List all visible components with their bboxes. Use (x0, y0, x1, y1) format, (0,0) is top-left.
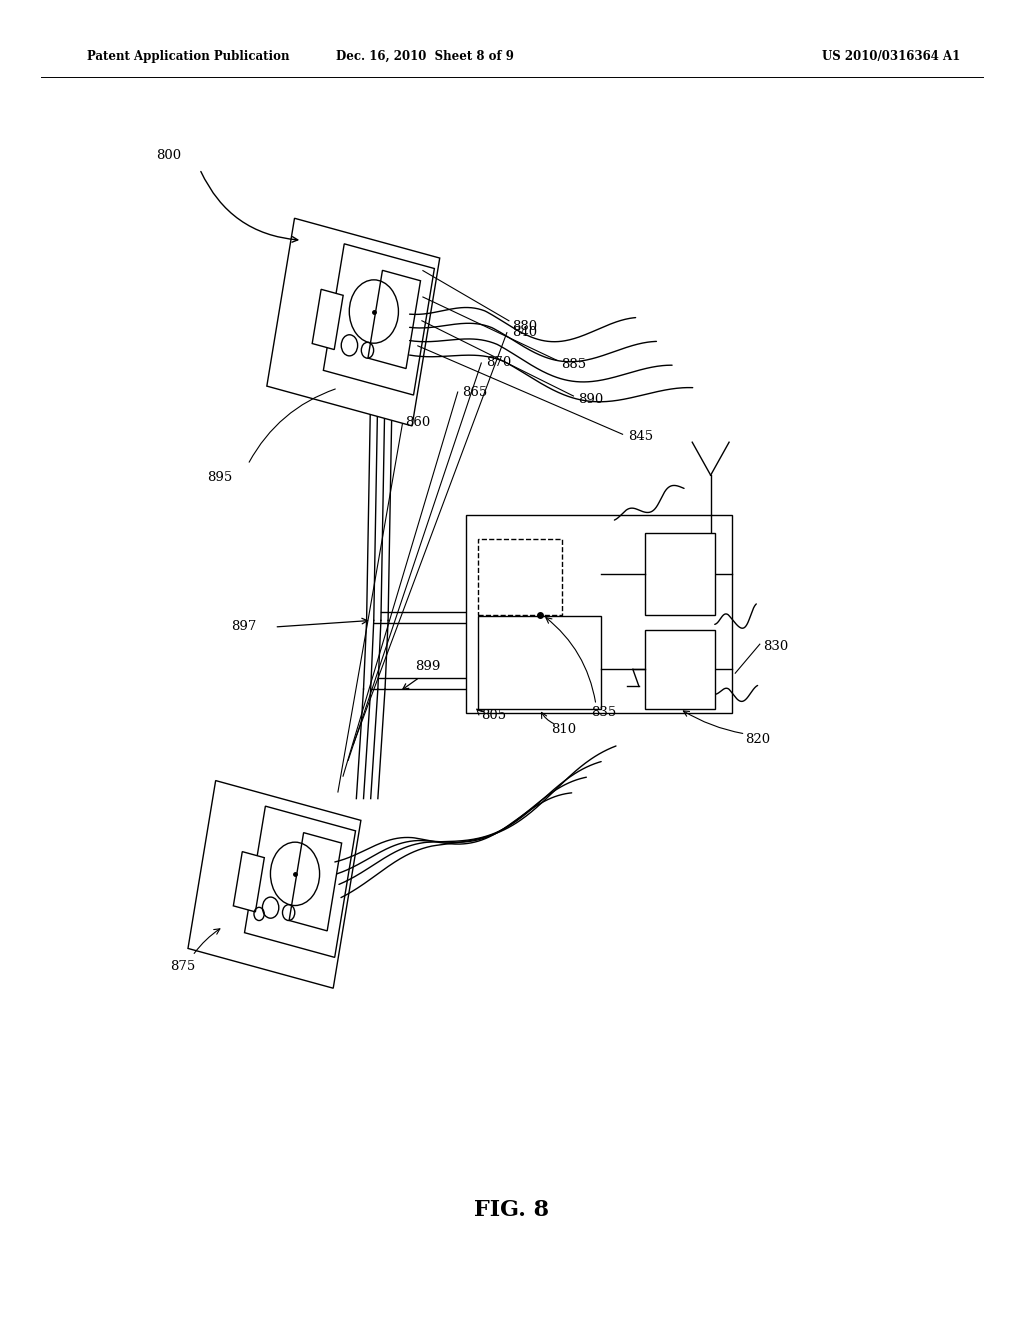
Bar (645, 533, 715, 615)
Text: 840: 840 (512, 326, 538, 339)
Text: FIG. 8: FIG. 8 (474, 1200, 550, 1221)
Text: 885: 885 (561, 358, 587, 371)
Text: 875: 875 (170, 960, 195, 973)
Polygon shape (289, 833, 342, 931)
Polygon shape (324, 244, 434, 395)
Polygon shape (312, 289, 343, 350)
Text: 845: 845 (628, 430, 653, 444)
Text: 899: 899 (416, 660, 440, 673)
Text: 870: 870 (486, 356, 512, 370)
Text: 810: 810 (551, 723, 575, 737)
Text: 860: 860 (406, 416, 430, 429)
Text: 820: 820 (745, 733, 770, 746)
Bar (645, 630, 715, 709)
Text: 835: 835 (592, 706, 616, 719)
Text: US 2010/0316364 A1: US 2010/0316364 A1 (821, 50, 961, 63)
Text: 830: 830 (763, 640, 788, 653)
Polygon shape (368, 271, 421, 368)
Polygon shape (245, 807, 355, 957)
Polygon shape (188, 780, 360, 989)
Text: 897: 897 (231, 620, 256, 634)
Text: 800: 800 (157, 149, 181, 162)
Text: 895: 895 (208, 471, 232, 484)
Text: 865: 865 (462, 385, 487, 399)
Text: 805: 805 (481, 709, 506, 722)
Polygon shape (267, 218, 439, 426)
Text: Dec. 16, 2010  Sheet 8 of 9: Dec. 16, 2010 Sheet 8 of 9 (336, 50, 514, 63)
Text: 880: 880 (512, 319, 538, 333)
Text: Patent Application Publication: Patent Application Publication (87, 50, 290, 63)
Text: 890: 890 (579, 393, 604, 407)
Bar (466, 515, 732, 713)
Polygon shape (233, 851, 264, 912)
Bar (478, 616, 601, 709)
Bar (478, 539, 562, 615)
